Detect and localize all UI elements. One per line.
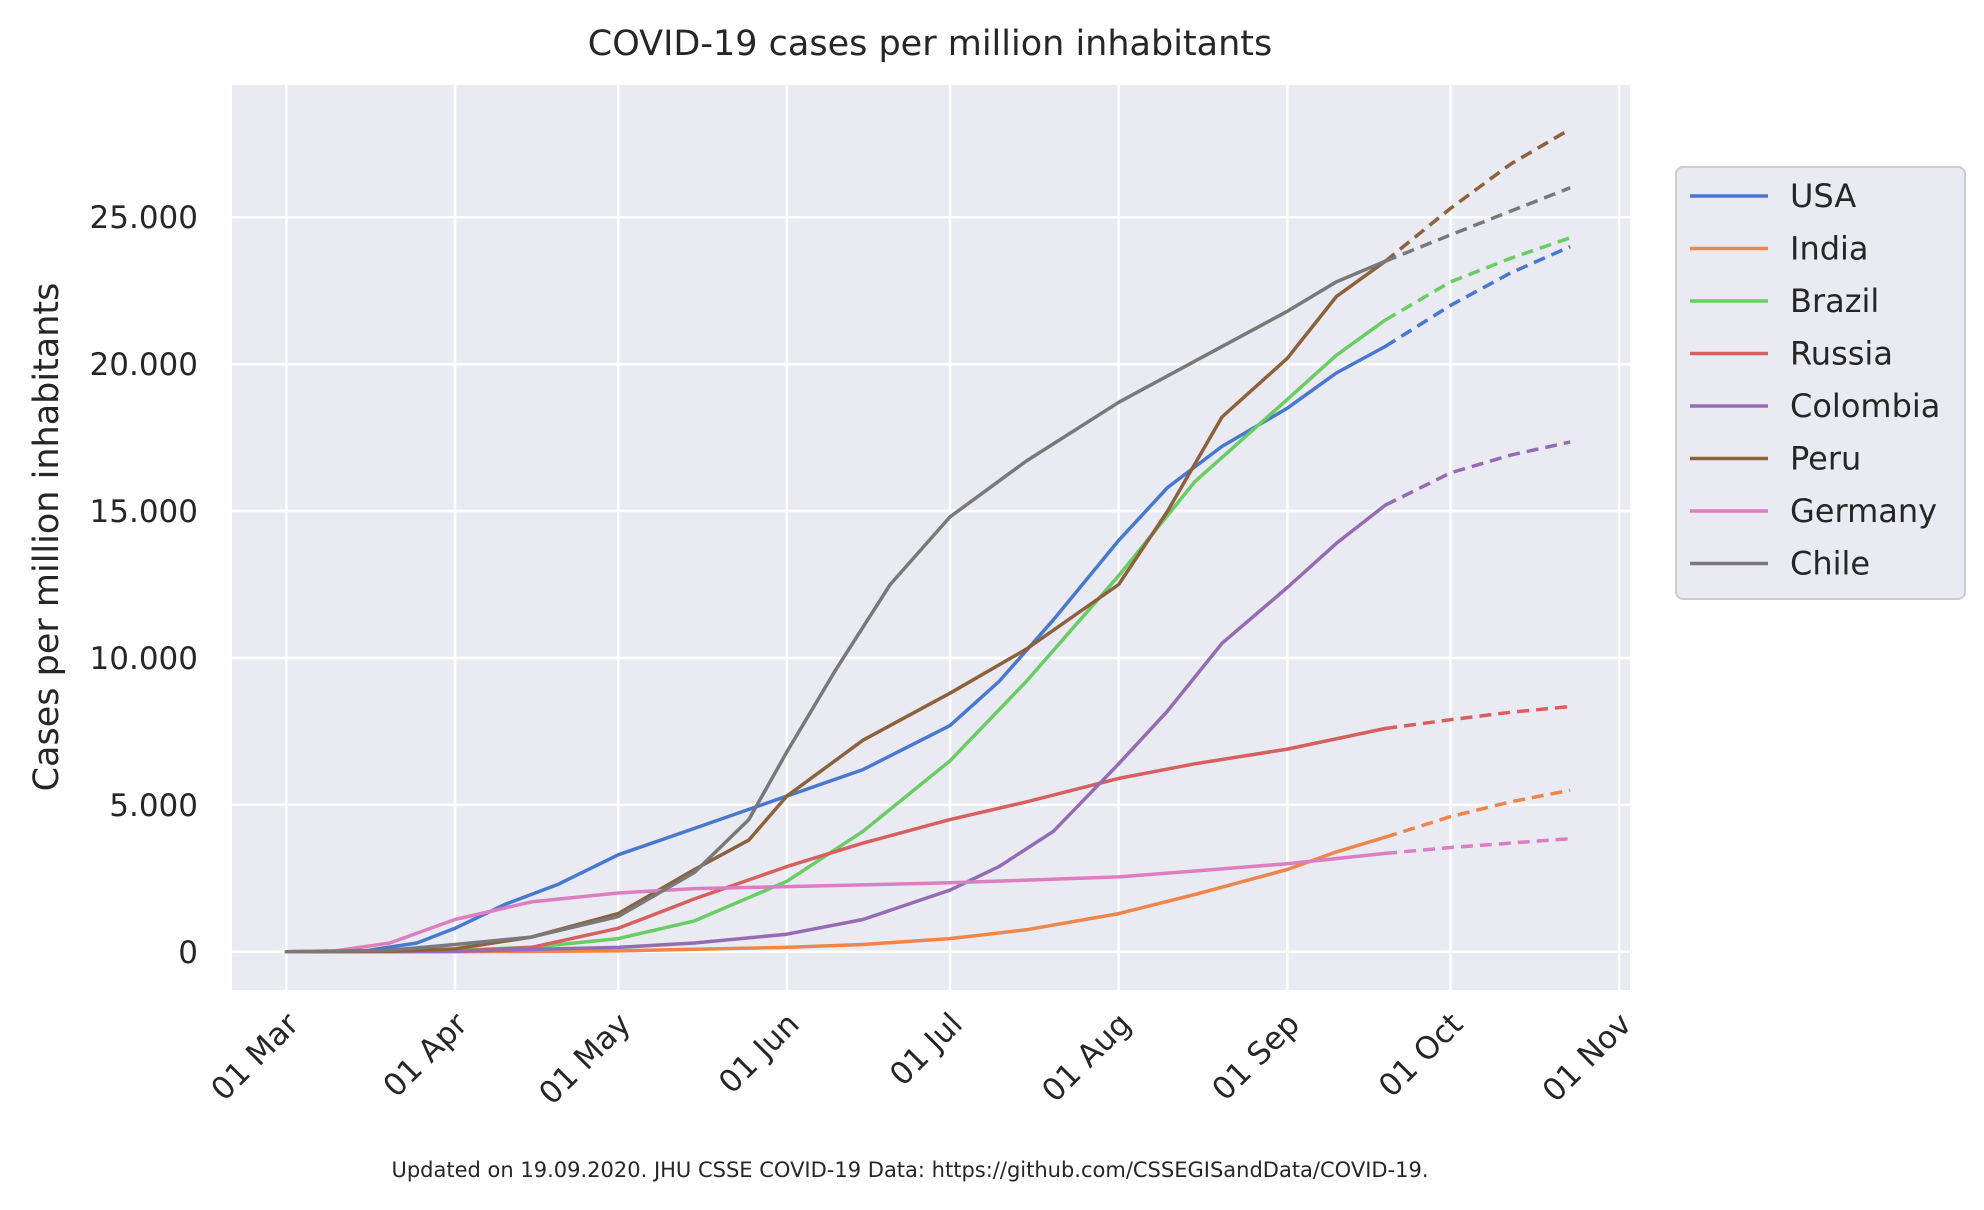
series-projection-usa	[1384, 244, 1571, 348]
footer-note: Updated on 19.09.2020. JHU CSSE COVID-19…	[391, 1158, 1428, 1182]
series-projection-peru	[1384, 127, 1572, 263]
y-tick-label: 0	[178, 935, 198, 971]
legend: USA India Brazil Russia Colombia Peru Germany C…	[1675, 166, 1966, 600]
y-tick-label: 15.000	[90, 494, 198, 530]
series-line-russia	[284, 726, 1387, 954]
y-tick-label: 25.000	[90, 200, 198, 236]
x-tick-label: 01 Aug	[1035, 1006, 1138, 1109]
x-tick-label: 01 Apr	[376, 1006, 474, 1104]
legend-label-colombia: Colombia	[1790, 387, 1940, 425]
series-projection-colombia	[1384, 440, 1571, 507]
y-tick-label: 20.000	[90, 347, 198, 383]
series-projection-india	[1384, 788, 1571, 839]
x-tick-label: 01 Oct	[1372, 1006, 1470, 1104]
x-tick-label: 01 Jul	[883, 1006, 970, 1093]
x-tick-label: 01 Jun	[712, 1006, 807, 1101]
series-lines	[284, 127, 1572, 954]
series-projection-germany	[1385, 836, 1571, 856]
legend-label-india: India	[1790, 230, 1869, 268]
legend-label-usa: USA	[1790, 177, 1856, 215]
legend-label-peru: Peru	[1790, 440, 1861, 478]
x-tick-labels: 01 Mar 01 Apr 01 May 01 Jun 01 Jul 01 Aug 01 S…	[204, 1006, 1638, 1112]
x-tick-label: 01 May	[532, 1006, 638, 1112]
y-tick-label: 10.000	[90, 641, 198, 677]
x-tick-label: 01 Nov	[1536, 1006, 1639, 1109]
series-line-usa	[284, 344, 1387, 954]
series-projection-brazil	[1384, 236, 1571, 322]
series-projection-russia	[1384, 704, 1571, 731]
legend-label-brazil: Brazil	[1790, 282, 1879, 320]
series-line-chile	[284, 259, 1387, 954]
legend-label-russia: Russia	[1790, 335, 1893, 373]
legend-label-germany: Germany	[1790, 492, 1937, 530]
y-tick-labels: 0 5.000 10.000 15.000 20.000 25.000	[90, 200, 198, 971]
grid	[232, 85, 1630, 990]
y-axis-label: Cases per million inhabitants	[27, 283, 67, 792]
x-tick-label: 01 Sep	[1205, 1006, 1307, 1108]
series-projection-chile	[1384, 186, 1571, 263]
y-tick-label: 5.000	[109, 788, 198, 824]
legend-frame	[1675, 166, 1966, 600]
chart-title: COVID-19 cases per million inhabitants	[588, 24, 1272, 64]
series-line-colombia	[284, 503, 1387, 954]
series-line-germany	[284, 851, 1387, 954]
legend-label-chile: Chile	[1790, 545, 1870, 583]
series-line-india	[284, 835, 1387, 954]
x-tick-label: 01 Mar	[204, 1006, 306, 1108]
